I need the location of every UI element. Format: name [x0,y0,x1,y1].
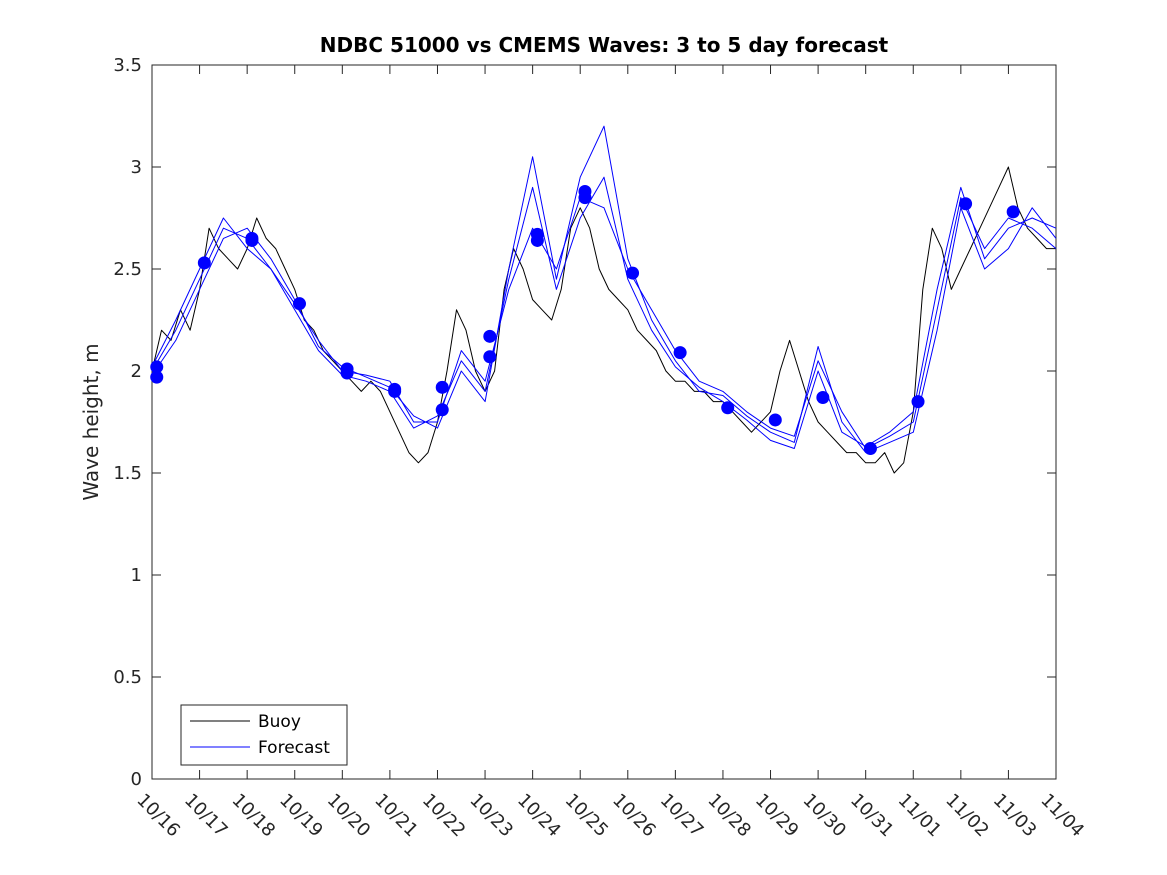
forecast-point [483,329,497,343]
forecast-point [911,395,925,409]
marker-layer [150,184,1020,456]
forecast-point [626,266,640,280]
forecast-point [292,297,306,311]
forecast-series-line-2 [151,125,1057,454]
forecast-series-line-3 [151,176,1057,449]
legend: Buoy Forecast [180,704,348,766]
y-tick-label: 1 [131,565,142,586]
forecast-point [340,366,354,380]
y-tick-label: 0.5 [113,667,142,688]
y-axis-label: Wave height, m [79,343,103,500]
forecast-point [388,384,402,398]
y-tick-label: 2 [131,361,142,382]
forecast-point [197,256,211,270]
forecast-point [483,350,497,364]
forecast-point [150,360,164,374]
forecast-point [1006,205,1020,219]
forecast-point [816,391,830,405]
legend-buoy-label: Buoy [258,712,301,732]
plot-area [151,64,1057,780]
y-tick-label: 3.5 [113,55,142,76]
y-tick-label: 1.5 [113,463,142,484]
series-layer [151,125,1057,474]
forecast-point [435,403,449,417]
forecast-point [863,442,877,456]
forecast-point [768,413,782,427]
y-axis: 0 0.5 1 1.5 2 2.5 3 3.5 [113,55,1056,790]
forecast-point [673,346,687,360]
chart-title: NDBC 51000 vs CMEMS Waves: 3 to 5 day fo… [320,33,889,57]
forecast-point [959,197,973,211]
y-tick-label: 2.5 [113,259,142,280]
forecast-point [150,370,164,384]
y-tick-label: 3 [131,157,142,178]
forecast-point [245,233,259,247]
forecast-point [530,233,544,247]
forecast-point [435,380,449,394]
legend-box [180,704,348,766]
legend-forecast-label: Forecast [258,738,330,758]
forecast-point [721,401,735,415]
forecast-point [578,191,592,205]
y-tick-label: 0 [131,769,142,790]
